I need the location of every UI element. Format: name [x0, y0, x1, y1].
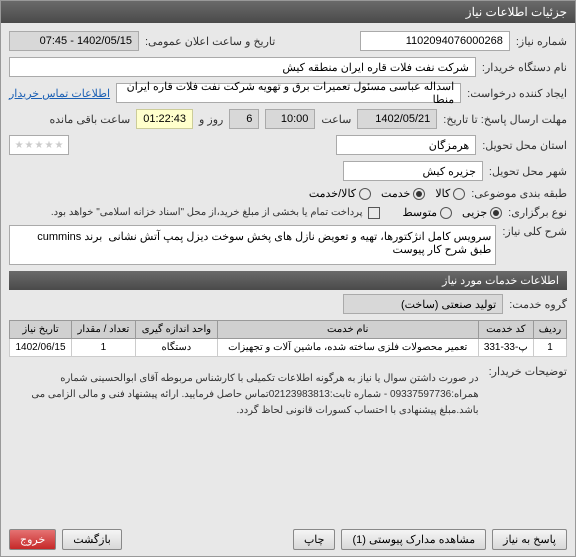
field-deadline-time: 10:00 [265, 109, 315, 129]
radio-label: خدمت [381, 187, 410, 200]
row-province: استان محل تحویل: هرمزگان ★ ★ ★ ★ ★ [9, 135, 567, 155]
label-remaining: ساعت باقی مانده [49, 113, 130, 126]
radio-goods-service[interactable]: کالا/خدمت [309, 187, 371, 200]
attachments-button[interactable]: مشاهده مدارک پیوستی (1) [341, 529, 486, 550]
td-row: 1 [534, 339, 567, 357]
th-name: نام خدمت [218, 321, 478, 339]
radio-group-category: کالا خدمت کالا/خدمت [309, 187, 465, 200]
label-pay-note: پرداخت تمام یا بخشی از مبلغ خرید،از محل … [51, 207, 363, 218]
textarea-main-desc [9, 225, 496, 265]
section-services-info: اطلاعات خدمات مورد نیاز [9, 271, 567, 290]
label-time: ساعت [321, 113, 351, 126]
row-price-type: نوع برگزاری: جزیی متوسط پرداخت تمام یا ب… [9, 206, 567, 219]
radio-label: متوسط [402, 206, 437, 219]
field-city: جزیره کیش [343, 161, 483, 181]
label-day-word: روز و [199, 113, 223, 126]
radio-icon [453, 188, 465, 200]
radio-service[interactable]: خدمت [381, 187, 425, 200]
radio-label: کالا [435, 187, 450, 200]
exit-button[interactable]: خروج [9, 529, 56, 550]
print-button[interactable]: چاپ [293, 529, 336, 550]
row-city: شهر محل تحویل: جزیره کیش [9, 161, 567, 181]
titlebar: جزئیات اطلاعات نیاز [1, 1, 575, 23]
th-qty: تعداد / مقدار [72, 321, 136, 339]
label-main-desc: شرح کلی نیاز: [502, 225, 567, 238]
reply-button[interactable]: پاسخ به نیاز [492, 529, 567, 550]
star-icon: ★ [44, 140, 53, 151]
form-body: شماره نیاز: 1102094076000268 تاریخ و ساع… [1, 23, 575, 439]
radio-label: کالا/خدمت [309, 187, 356, 200]
dialog-window: جزئیات اطلاعات نیاز شماره نیاز: 11020940… [0, 0, 576, 557]
field-creator: اسداله عباسی مسئول تعمیرات برق و تهویه ش… [116, 83, 461, 103]
field-need-no: 1102094076000268 [360, 31, 510, 51]
label-deadline: مهلت ارسال پاسخ: تا تاریخ: [443, 113, 567, 126]
label-price-type: نوع برگزاری: [508, 206, 567, 219]
label-creator: ایجاد کننده درخواست: [467, 87, 567, 100]
label-category: طبقه بندی موضوعی: [471, 187, 567, 200]
field-service-group: تولید صنعتی (ساخت) [343, 294, 503, 314]
star-icon: ★ [35, 140, 44, 151]
back-button[interactable]: بازگشت [62, 529, 122, 550]
radio-icon [490, 207, 502, 219]
table-header-row: ردیف کد خدمت نام خدمت واحد اندازه گیری ت… [10, 321, 567, 339]
table-row[interactable]: 1 پ-33-331 تعمیر محصولات فلزی ساخته شده،… [10, 339, 567, 357]
th-code: کد خدمت [478, 321, 534, 339]
field-buyer: شرکت نفت فلات قاره ایران منطقه کیش [9, 57, 476, 77]
star-icon: ★ [54, 140, 63, 151]
row-buyer-notes: توضیحات خریدار: در صورت داشتن سوال یا نی… [9, 365, 567, 425]
radio-partial[interactable]: جزیی [462, 206, 502, 219]
th-date: تاریخ نیاز [10, 321, 72, 339]
buyer-notes-text: در صورت داشتن سوال یا نیاز به هرگونه اطل… [9, 365, 483, 425]
rating-stars: ★ ★ ★ ★ ★ [9, 135, 69, 155]
radio-icon [413, 188, 425, 200]
label-city: شهر محل تحویل: [489, 165, 567, 178]
radio-goods[interactable]: کالا [435, 187, 465, 200]
td-code: پ-33-331 [478, 339, 534, 357]
row-buyer: نام دستگاه خریدار: شرکت نفت فلات قاره ای… [9, 57, 567, 77]
field-deadline-date: 1402/05/21 [357, 109, 437, 129]
field-announce: 1402/05/15 - 07:45 [9, 31, 139, 51]
label-buyer: نام دستگاه خریدار: [482, 61, 567, 74]
footer-buttons: پاسخ به نیاز مشاهده مدارک پیوستی (1) چاپ… [9, 529, 567, 550]
th-row: ردیف [534, 321, 567, 339]
label-buyer-notes: توضیحات خریدار: [489, 365, 567, 378]
label-service-group: گروه خدمت: [509, 298, 567, 311]
row-need-no: شماره نیاز: 1102094076000268 تاریخ و ساع… [9, 31, 567, 51]
link-contact[interactable]: اطلاعات تماس خریدار [9, 87, 110, 100]
radio-group-price: جزیی متوسط [402, 206, 502, 219]
checkbox-treasury[interactable] [368, 207, 380, 219]
services-table: ردیف کد خدمت نام خدمت واحد اندازه گیری ت… [9, 320, 567, 357]
radio-icon [440, 207, 452, 219]
td-unit: دستگاه [135, 339, 217, 357]
row-main-desc: شرح کلی نیاز: [9, 225, 567, 265]
label-need-no: شماره نیاز: [516, 35, 567, 48]
row-category: طبقه بندی موضوعی: کالا خدمت کالا/خدمت [9, 187, 567, 200]
td-name: تعمیر محصولات فلزی ساخته شده، ماشین آلات… [218, 339, 478, 357]
td-date: 1402/06/15 [10, 339, 72, 357]
radio-label: جزیی [462, 206, 487, 219]
field-time-left: 01:22:43 [136, 109, 193, 129]
row-service-group: گروه خدمت: تولید صنعتی (ساخت) [9, 294, 567, 314]
th-unit: واحد اندازه گیری [135, 321, 217, 339]
star-icon: ★ [15, 140, 24, 151]
label-announce: تاریخ و ساعت اعلان عمومی: [145, 35, 275, 48]
radio-medium[interactable]: متوسط [402, 206, 452, 219]
row-deadline: مهلت ارسال پاسخ: تا تاریخ: 1402/05/21 سا… [9, 109, 567, 129]
field-province: هرمزگان [336, 135, 476, 155]
star-icon: ★ [25, 140, 34, 151]
field-days-left: 6 [229, 109, 259, 129]
label-province: استان محل تحویل: [482, 139, 567, 152]
row-creator: ایجاد کننده درخواست: اسداله عباسی مسئول … [9, 83, 567, 103]
td-qty: 1 [72, 339, 136, 357]
radio-icon [359, 188, 371, 200]
